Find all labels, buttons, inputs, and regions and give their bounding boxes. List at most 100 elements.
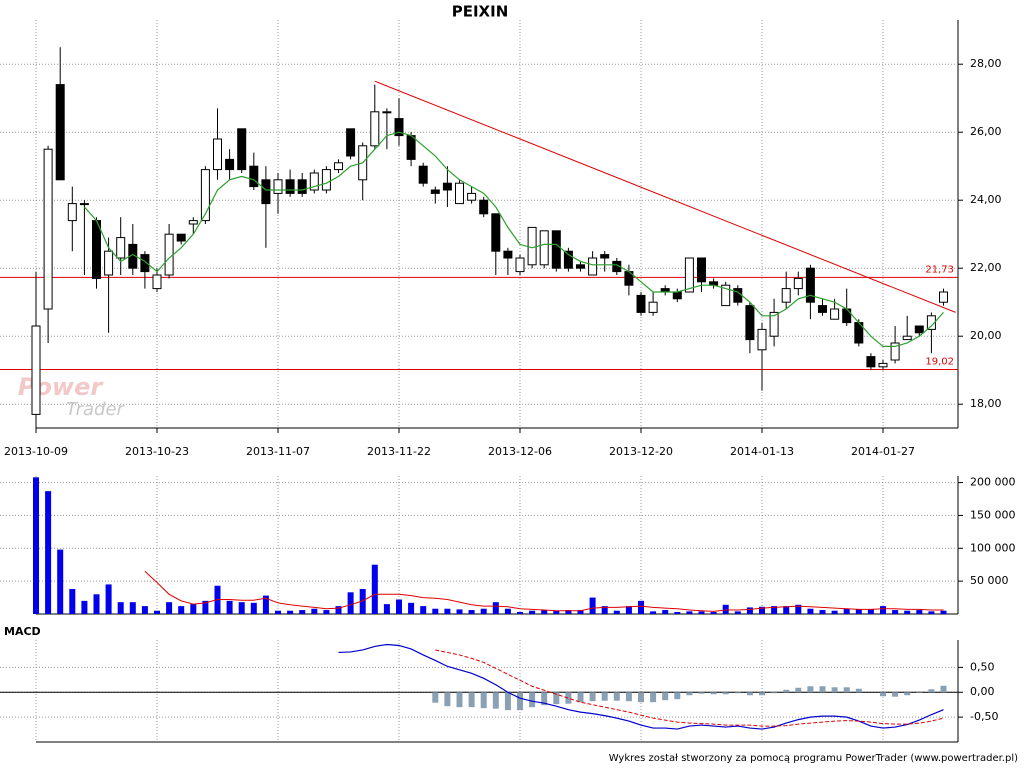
candle-body [563,250,573,269]
x-tick-label: 2014-01-27 [851,445,915,458]
y-tick-label: 18,00 [970,397,1002,410]
volume-bar [662,610,669,614]
volume-bar [529,610,536,614]
macd-histogram [662,692,669,701]
candle-body [866,356,876,368]
y-tick-label: 20,00 [970,329,1002,342]
macd-histogram [529,692,536,708]
volume-bar [202,600,209,614]
volume-bar [795,604,802,614]
signal-line [435,649,944,727]
candle-body [805,267,815,303]
volume-bar [541,610,548,614]
volume-bar [759,606,765,614]
candle-body [55,84,65,181]
candle-body [334,162,343,171]
candle-body [491,213,501,252]
volume-bar [299,610,306,614]
candle-body [394,118,404,137]
macd-histogram [468,692,475,708]
candle-body [527,226,537,266]
candle-body [116,237,126,259]
chart-title: PEIXIN [452,3,509,21]
y-tick-label: 26,00 [970,125,1002,138]
x-tick-label: 2013-12-06 [488,445,552,458]
macd-histogram [843,687,850,693]
y-tick-label: 22,00 [970,261,1002,274]
volume-bar [287,610,294,614]
volume-bar [262,595,269,614]
volume-bar [141,606,148,614]
macd-histogram [819,686,826,693]
level-label: 21,73 [925,264,954,275]
volume-bar [323,610,330,614]
macd-histogram [456,692,463,708]
candle-body [31,325,41,415]
macd-histogram [880,692,886,697]
candle-body [467,192,477,201]
candle-body [297,179,307,194]
volume-bar [504,608,511,614]
candle-body [273,179,283,194]
macd-histogram [589,692,596,702]
volume-bar [698,611,705,614]
trend-line [374,80,956,313]
watermark: Power [18,373,105,401]
candle-body [188,220,198,225]
candle-body [237,128,247,171]
volume-bar [686,611,693,614]
volume-bar [396,599,402,614]
candle-body [926,315,936,330]
macd-histogram [831,687,838,693]
volume-bar [855,609,862,614]
candle-body [200,169,210,222]
volume-bar [807,608,814,614]
candle-body [793,277,803,290]
volume-bar [347,592,354,614]
candle-body [104,250,114,276]
candle-body [830,308,840,320]
macd-histogram [746,692,753,696]
macd-line [338,643,944,730]
candle-body [697,257,706,283]
macd-histogram [892,692,899,697]
macd-histogram [601,692,608,701]
candle-body [539,230,549,266]
candle-body [164,233,174,276]
x-tick-label: 2013-12-20 [609,445,673,458]
volume-bar [69,589,76,614]
volume-bar [432,608,439,614]
candle-body [430,189,440,194]
volume-bar [178,606,185,614]
volume-bar [408,602,415,614]
volume-bar [275,610,281,614]
candle-body [684,257,694,293]
watermark: Trader [66,399,126,420]
macd-histogram [650,692,657,703]
volume-bar [843,608,850,614]
macd-histogram [625,692,632,702]
macd-histogram [492,692,499,709]
candle-body [576,264,585,269]
volume-bar [746,607,753,614]
volume-bar [226,600,233,614]
volume-bar [250,602,257,614]
candle-body [757,328,767,351]
macd-histogram [783,689,790,693]
macd-histogram [553,692,560,705]
macd-histogram [638,692,644,703]
volume-bar [625,606,632,614]
candle-body [321,169,331,191]
volume-bar [105,584,112,614]
candle-body [43,148,53,310]
volume-bar [359,589,366,614]
candle-body [600,254,610,259]
volume-bar [577,610,584,614]
volume-bar [420,606,427,614]
candle-body [346,128,356,157]
macd-histogram [480,692,487,709]
macd-histogram [686,692,693,696]
x-tick-label: 2014-01-13 [730,445,794,458]
candle-body [672,291,682,300]
